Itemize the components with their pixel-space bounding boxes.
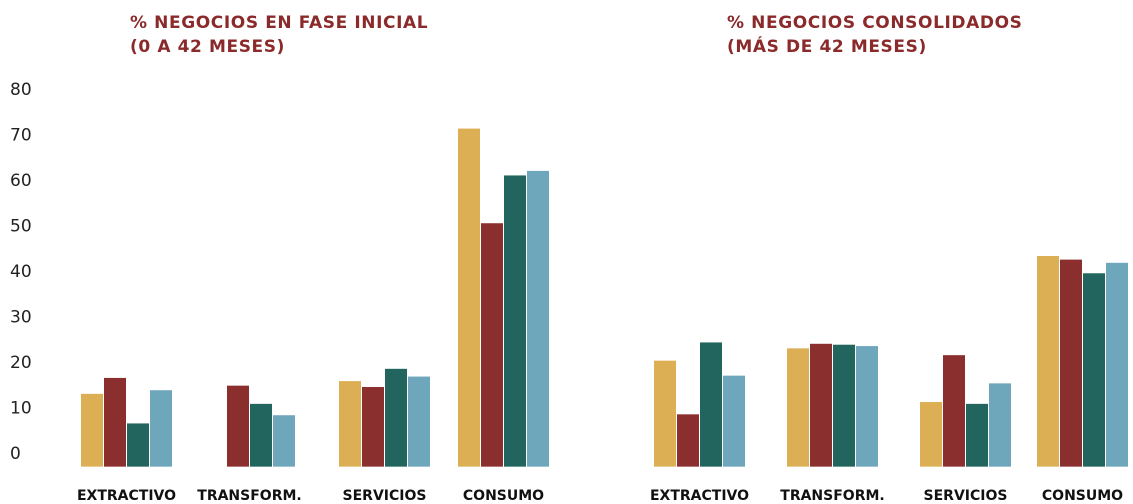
y-tick-label: 40 [10, 262, 32, 282]
left-chart-title-line-1: % NEGOCIOS EN FASE INICIAL [130, 13, 428, 33]
right-bar [787, 348, 809, 467]
right-chart-title-line-1: % NEGOCIOS CONSOLIDADOS [727, 13, 1023, 33]
left-category-label: SERVICIOS [343, 488, 427, 504]
right-bar [833, 344, 855, 467]
right-bar [810, 343, 832, 467]
left-chart-title-line-2: (0 A 42 MESES) [130, 37, 285, 57]
right-bar [989, 383, 1011, 467]
right-category-label: EXTRACTIVO [650, 488, 749, 504]
y-tick-label: 20 [10, 353, 32, 373]
left-bar [250, 403, 272, 467]
right-bar [700, 342, 722, 467]
right-category-label: CONSUMO [1042, 488, 1123, 504]
chart-marks: 0 10 20 30 40 50 60 70 80 EXTRACTIVO TRANSFORM. SER… [10, 80, 1128, 504]
left-bar [504, 175, 526, 467]
left-bar [385, 368, 407, 467]
left-bar [481, 223, 503, 467]
left-bar [81, 393, 103, 467]
y-tick-label: 70 [10, 126, 32, 146]
y-tick-label: 30 [10, 308, 32, 328]
left-bar [339, 381, 361, 467]
left-category-label: CONSUMO [463, 488, 544, 504]
left-bar [150, 390, 172, 467]
y-tick-label: 0 [10, 444, 21, 464]
right-bar [943, 355, 965, 467]
left-bar [527, 170, 549, 467]
right-bar [920, 402, 942, 467]
left-bar [273, 415, 295, 467]
left-bar [408, 376, 430, 467]
y-tick-label: 50 [10, 217, 32, 237]
left-bar [458, 128, 480, 467]
right-chart-title-line-2: (MÁS DE 42 MESES) [727, 35, 927, 57]
right-bar [1083, 273, 1105, 467]
left-bar [362, 387, 384, 467]
right-bar [654, 360, 676, 467]
right-bar [1037, 255, 1059, 467]
y-tick-label: 10 [10, 399, 32, 419]
right-bar [677, 414, 699, 467]
right-bar [1060, 259, 1082, 467]
y-tick-label: 60 [10, 171, 32, 191]
right-category-label: TRANSFORM. [780, 488, 884, 504]
left-bar [227, 385, 249, 467]
right-bar [723, 375, 745, 467]
left-category-label: EXTRACTIVO [77, 488, 176, 504]
right-bar [966, 403, 988, 467]
left-category-label: TRANSFORM. [197, 488, 301, 504]
y-tick-label: 80 [10, 80, 32, 100]
right-category-label: SERVICIOS [924, 488, 1008, 504]
right-bar [1106, 262, 1128, 467]
left-bar [127, 423, 149, 467]
right-bar [856, 346, 878, 467]
left-bar [104, 377, 126, 467]
